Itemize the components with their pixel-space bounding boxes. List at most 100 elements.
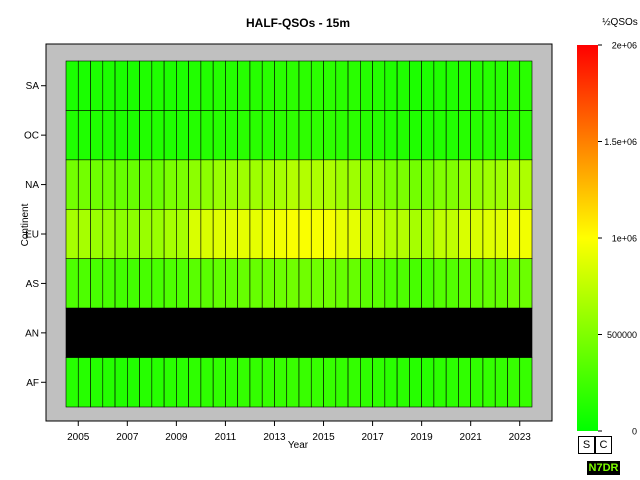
heatmap-cell (127, 208, 140, 260)
heatmap-cell (274, 307, 288, 358)
heatmap-cell (114, 357, 128, 408)
heatmap-cell (298, 307, 312, 358)
heatmap-cell (274, 110, 288, 161)
heatmap-cell (396, 159, 410, 210)
heatmap-cell (335, 307, 349, 358)
x-tick-label: 2017 (361, 432, 384, 443)
heatmap-cell (114, 258, 128, 309)
heatmap-cell (212, 357, 226, 408)
colorbar-tick-label: 500000 (607, 330, 637, 340)
heatmap-cell (409, 357, 422, 408)
heatmap-cell (237, 307, 251, 358)
heatmap-cell (176, 159, 189, 210)
heatmap-cell (127, 159, 140, 210)
heatmap-cell (274, 60, 288, 111)
heatmap-cell (347, 307, 361, 358)
heatmap-cell (77, 110, 91, 161)
x-tick-label: 2013 (263, 432, 286, 443)
heatmap-cell (323, 307, 337, 358)
heatmap-cell (102, 60, 116, 111)
heatmap-cell (323, 110, 337, 161)
heatmap-cell (421, 357, 435, 408)
heatmap-cell (360, 357, 373, 408)
heatmap-cell (519, 208, 533, 260)
heatmap-cell (409, 208, 422, 260)
x-tick-label: 2009 (165, 432, 188, 443)
heatmap-cell (188, 357, 202, 408)
heatmap-cell (90, 357, 104, 408)
heatmap-cell (225, 159, 238, 210)
heatmap-cell (212, 159, 226, 210)
heatmap-cell (274, 258, 288, 309)
colorbar-tick-label: 1e+06 (612, 234, 637, 244)
heatmap-cell (188, 60, 202, 111)
x-tick-label: 2015 (312, 432, 335, 443)
heatmap-cell (114, 159, 128, 210)
heatmap-cell (384, 110, 398, 161)
heatmap-cell (409, 60, 422, 111)
heatmap-cell (261, 357, 275, 408)
heatmap-cell (188, 110, 202, 161)
heatmap-cell (458, 307, 471, 358)
heatmap-cell (225, 208, 238, 260)
heatmap-cell (90, 307, 104, 358)
heatmap-cell (323, 60, 337, 111)
heatmap-cell (163, 357, 177, 408)
heatmap-cell (261, 208, 275, 260)
heatmap-cell (372, 110, 386, 161)
heatmap-cell (102, 110, 116, 161)
heatmap-cell (65, 60, 79, 111)
heatmap-cell (347, 357, 361, 408)
heatmap-cell (298, 357, 312, 408)
heatmap-cell (470, 357, 484, 408)
heatmap-cell (335, 110, 349, 161)
heatmap-cell (433, 357, 447, 408)
heatmap-cell (286, 258, 300, 309)
y-tick-label: AN (25, 328, 39, 339)
heatmap-cell (261, 159, 275, 210)
heatmap-cell (298, 258, 312, 309)
heatmap-cell (470, 307, 484, 358)
heatmap-cell (188, 307, 202, 358)
heatmap-cell (90, 110, 104, 161)
heatmap-cell (114, 110, 128, 161)
heatmap-cell (286, 357, 300, 408)
heatmap-cell (90, 208, 104, 260)
c-button[interactable]: C (595, 436, 612, 454)
heatmap-cell (335, 258, 349, 309)
heatmap-cell (151, 357, 165, 408)
heatmap-cell (200, 110, 214, 161)
heatmap-cell (310, 357, 324, 408)
heatmap-cell (470, 159, 484, 210)
heatmap-cell (151, 159, 165, 210)
heatmap-cell (433, 159, 447, 210)
heatmap-cell (347, 110, 361, 161)
heatmap-cell (470, 258, 484, 309)
heatmap-cell (127, 307, 140, 358)
heatmap-cell (519, 258, 533, 309)
heatmap-cell (176, 307, 189, 358)
heatmap-cell (323, 159, 337, 210)
heatmap-cell (310, 258, 324, 309)
heatmap-cell (274, 357, 288, 408)
heatmap-cell (65, 159, 79, 210)
heatmap-cell (151, 110, 165, 161)
heatmap-cell (286, 159, 300, 210)
x-axis-label: Year (288, 440, 309, 451)
heatmap-cell (445, 159, 459, 210)
heatmap-cell (225, 60, 238, 111)
heatmap-cell (212, 258, 226, 309)
heatmap-cell (139, 307, 153, 358)
heatmap-cell (519, 357, 533, 408)
heatmap-cell (139, 258, 153, 309)
heatmap-cell (458, 258, 471, 309)
heatmap-cell (360, 110, 373, 161)
heatmap-cell (77, 357, 91, 408)
heatmap-cell (482, 258, 496, 309)
heatmap-cell (396, 60, 410, 111)
heatmap-cell (249, 357, 263, 408)
s-button[interactable]: S (578, 436, 595, 454)
heatmap-cell (127, 357, 140, 408)
heatmap-cell (188, 258, 202, 309)
heatmap-cell (237, 60, 251, 111)
